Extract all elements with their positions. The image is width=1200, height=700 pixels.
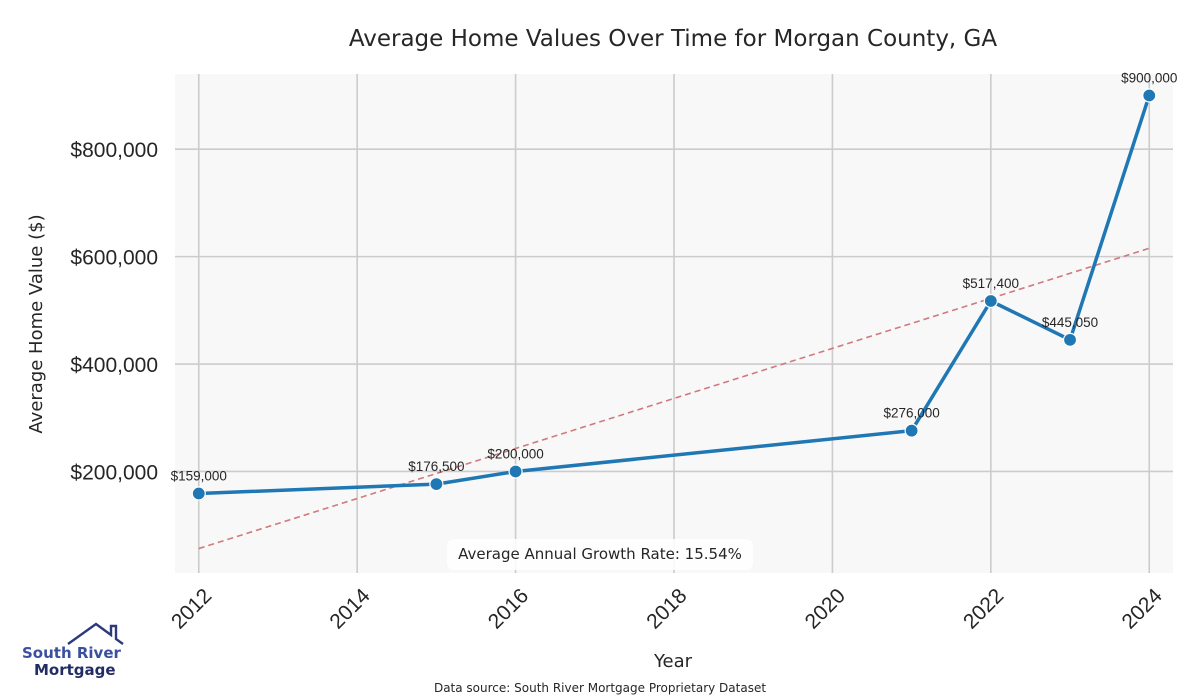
annotation-text: Average Annual Growth Rate: 15.54% [458, 545, 742, 563]
data-labels: $159,000 $176,500 $200,000 $276,000 $517,400… [171, 70, 1178, 483]
data-label: $159,000 [171, 469, 227, 484]
house-roof-icon [67, 622, 124, 645]
x-tick-label: 2018 [642, 584, 691, 633]
y-tick-labels: $200,000 $400,000 $600,000 $800,000 [70, 139, 158, 484]
data-point [429, 477, 444, 492]
logo-text-line1: South River [22, 644, 122, 662]
data-label: $517,400 [963, 276, 1019, 291]
x-tick-label: 2016 [484, 584, 533, 633]
x-tick-label: 2014 [325, 584, 375, 634]
x-tick-labels: 2012 2014 2016 2018 2020 2022 2024 [167, 584, 1167, 634]
y-gridlines [175, 148, 1173, 473]
data-point [1142, 88, 1157, 103]
y-axis-label: Average Home Value ($) [26, 214, 47, 433]
data-point [191, 486, 206, 501]
data-point [508, 464, 523, 479]
x-tick-label: 2020 [801, 584, 850, 633]
y-tick-label: $800,000 [70, 139, 158, 162]
x-tick-label: 2012 [167, 584, 216, 633]
y-tick-label: $400,000 [70, 354, 158, 377]
data-points [191, 88, 1157, 501]
chart-title: Average Home Values Over Time for Morgan… [349, 26, 998, 52]
data-label: $176,500 [408, 459, 464, 474]
annotation-box [447, 539, 753, 570]
y-tick-label: $200,000 [70, 461, 158, 484]
data-label: $445,050 [1042, 315, 1098, 330]
x-axis-label: Year [653, 651, 693, 672]
data-point [904, 423, 919, 438]
x-tick-label: 2022 [959, 584, 1008, 633]
logo-text-line2: Mortgage [34, 661, 116, 679]
data-point [983, 293, 998, 309]
data-label: $900,000 [1121, 70, 1177, 85]
data-label: $200,000 [487, 446, 543, 461]
x-tick-label: 2024 [1117, 584, 1167, 634]
growth-rate-annotation: Average Annual Growth Rate: 15.54% [447, 539, 753, 570]
y-tick-label: $600,000 [70, 247, 158, 270]
data-source-note: Data source: South River Mortgage Propri… [434, 681, 766, 695]
data-label: $276,000 [883, 406, 939, 421]
x-gridlines [197, 74, 1151, 573]
data-point [1062, 332, 1078, 347]
company-logo: South River Mortgage [22, 622, 124, 679]
